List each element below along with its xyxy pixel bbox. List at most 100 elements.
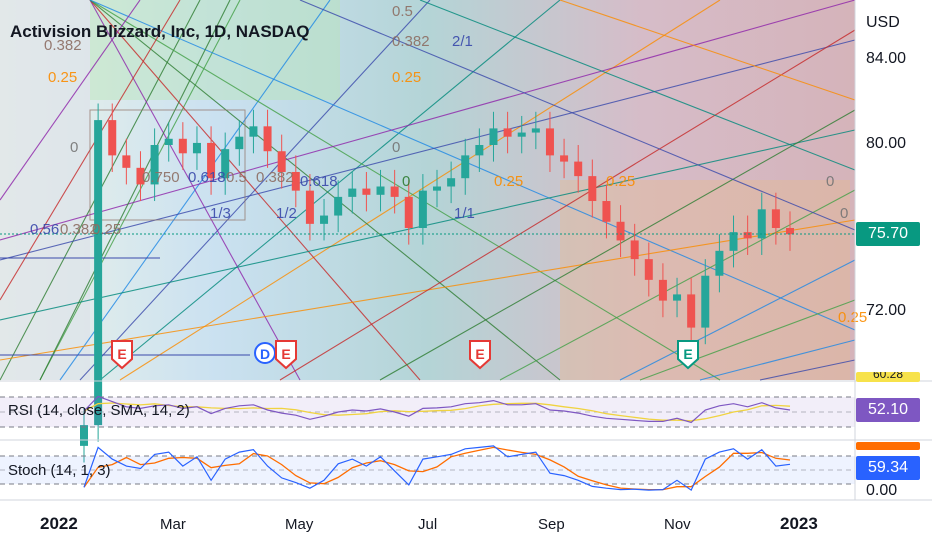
candle-body bbox=[447, 178, 456, 187]
candle-body bbox=[334, 196, 343, 216]
candle-body bbox=[475, 145, 484, 156]
rsi-label: RSI (14, close, SMA, 14, 2) bbox=[8, 402, 190, 419]
fib-level-label: 0.25 bbox=[838, 309, 867, 326]
event-marker-shape bbox=[677, 340, 699, 370]
fibonacci-fan-lines bbox=[0, 0, 856, 381]
candle-body bbox=[729, 232, 738, 251]
event-marker-letter: E bbox=[683, 346, 692, 362]
fan-line bbox=[379, 109, 856, 381]
event-marker: E bbox=[469, 340, 491, 370]
event-marker-letter: D bbox=[260, 346, 270, 362]
fib-level-label: 0.382 bbox=[256, 169, 294, 186]
candle-body bbox=[503, 128, 512, 137]
candle-body bbox=[757, 209, 766, 239]
event-marker: E bbox=[677, 340, 699, 370]
fan-line bbox=[619, 259, 856, 381]
candle-body bbox=[235, 136, 244, 150]
fan-line bbox=[759, 359, 856, 381]
top-green-zone bbox=[90, 0, 340, 100]
candle-body bbox=[122, 155, 131, 168]
fib-level-label: 0 bbox=[402, 173, 410, 190]
left-shade-zone bbox=[0, 0, 90, 380]
candle-body bbox=[489, 128, 498, 145]
time-axis-label: 2023 bbox=[780, 514, 818, 533]
fib-level-label: 0.25 bbox=[606, 173, 635, 190]
fib-level-label: 0.5 bbox=[226, 169, 247, 186]
time-axis-label: May bbox=[285, 516, 314, 533]
fib-level-label: 0 bbox=[392, 139, 400, 156]
candle-body bbox=[771, 209, 780, 228]
candle-body bbox=[178, 138, 187, 154]
fan-line bbox=[279, 29, 856, 381]
fib-level-label: 0 bbox=[826, 173, 834, 190]
candle-body bbox=[673, 294, 682, 301]
candle-body bbox=[588, 176, 597, 202]
time-axis-label: 2022 bbox=[40, 514, 78, 533]
fib-level-label: 1/3 bbox=[210, 205, 231, 222]
price-tick-72: 72.00 bbox=[866, 302, 907, 319]
candle-body bbox=[150, 145, 159, 185]
fib-level-label: 0.25 bbox=[392, 69, 421, 86]
candle-body bbox=[207, 142, 216, 179]
candle-body bbox=[320, 215, 329, 224]
stoch-label: Stoch (14, 1, 3) bbox=[8, 462, 111, 479]
fan-line bbox=[89, 0, 561, 381]
candle-body bbox=[305, 190, 314, 224]
candle-body bbox=[80, 425, 88, 446]
candle-body bbox=[418, 190, 427, 228]
event-marker: D bbox=[254, 342, 276, 364]
fib-box bbox=[89, 109, 246, 221]
candle-body bbox=[221, 149, 230, 179]
event-marker-letter: E bbox=[117, 346, 126, 362]
candle-body bbox=[94, 120, 103, 426]
event-marker-letter: E bbox=[475, 346, 484, 362]
fan-line bbox=[119, 0, 721, 381]
fib-level-label: 0.618 bbox=[300, 173, 338, 190]
fib-level-label: 0.618 bbox=[188, 169, 226, 186]
event-marker-shape bbox=[275, 340, 297, 370]
event-marker-letter: E bbox=[281, 346, 290, 362]
candle-body bbox=[348, 188, 357, 197]
candle-body bbox=[630, 240, 639, 260]
candle-body bbox=[743, 232, 752, 239]
candle-body bbox=[715, 250, 724, 276]
time-axis-label: Sep bbox=[538, 516, 565, 533]
currency-label: USD bbox=[866, 14, 900, 31]
fan-line bbox=[699, 339, 856, 381]
fib-level-label: 1/2 bbox=[276, 205, 297, 222]
fan-line bbox=[419, 0, 856, 171]
price-candles bbox=[80, 103, 794, 463]
event-marker-shape bbox=[469, 340, 491, 370]
fan-line bbox=[0, 0, 856, 241]
candle-body bbox=[192, 142, 201, 154]
candle-body bbox=[390, 186, 399, 197]
fan-line bbox=[99, 0, 561, 381]
last-price-tag: 75.70 bbox=[856, 222, 920, 246]
fib-level-label: 0.25 bbox=[494, 173, 523, 190]
candle-body bbox=[545, 128, 554, 156]
fan-line bbox=[89, 0, 721, 381]
candle-body bbox=[574, 161, 583, 177]
candle-body bbox=[376, 186, 385, 195]
fan-line bbox=[0, 39, 856, 261]
fan-line bbox=[39, 0, 231, 381]
event-marker-shape bbox=[111, 340, 133, 370]
fib-level-label: 0.5 bbox=[392, 3, 413, 20]
candle-body bbox=[602, 201, 611, 222]
fan-line bbox=[89, 0, 421, 381]
fib-level-label: 0.750 bbox=[142, 169, 180, 186]
time-axis-label: Nov bbox=[664, 516, 691, 533]
time-axis-label: Mar bbox=[160, 516, 186, 533]
rsi-line bbox=[83, 395, 791, 424]
candle-body bbox=[658, 279, 667, 301]
fib-level-label: 0 bbox=[840, 205, 848, 222]
fib-level-label: 0.25 bbox=[48, 69, 77, 86]
price-tick-80: 80.00 bbox=[866, 135, 907, 152]
candle-body bbox=[560, 155, 569, 162]
candle-body bbox=[786, 228, 794, 235]
candle-body bbox=[362, 188, 371, 195]
